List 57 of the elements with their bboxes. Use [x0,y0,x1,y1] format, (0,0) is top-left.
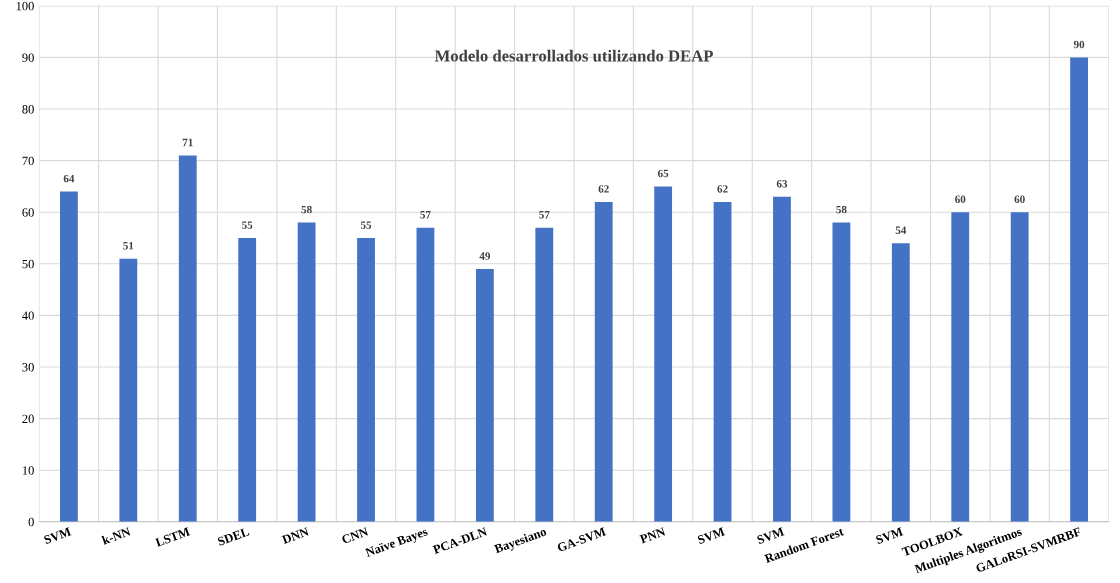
x-tick-label: k-NN [101,526,132,545]
y-tick-label: 70 [22,156,34,166]
x-tick-label: PNN [639,527,666,544]
data-label: 60 [1014,195,1025,204]
data-label: 57 [539,211,550,219]
bar [1070,57,1088,522]
bar [357,238,375,522]
bar [773,196,791,522]
bar [951,212,970,522]
y-tick-label: 80 [22,105,34,114]
bar [475,268,494,522]
bar [119,258,138,522]
data-label: 62 [598,185,609,193]
x-tick-label: SVM [43,527,72,545]
bar [238,238,257,522]
y-tick-label: 60 [22,208,34,217]
bar [1010,212,1029,522]
x-tick-label: CNN [341,527,369,544]
data-label: 63 [776,180,788,188]
y-tick-label: 10 [22,466,34,475]
x-tick-label: DNN [281,527,310,545]
data-label: 71 [182,138,193,147]
data-label: 58 [836,205,847,214]
bar [594,201,613,522]
data-label: 55 [360,221,372,229]
bar [891,243,910,522]
bar [832,222,851,522]
bar [297,222,316,522]
bar [60,191,78,522]
data-label: 58 [301,205,312,214]
bar [654,186,673,522]
data-label: 49 [479,252,491,260]
y-tick-label: 40 [22,311,34,320]
data-label: 60 [955,195,966,204]
y-tick-label: 30 [22,363,34,372]
data-label: 54 [895,226,907,234]
y-tick-label: 0 [28,517,34,527]
bar [713,201,732,522]
bar [416,227,435,522]
y-tick-label: 100 [16,1,34,11]
data-label: 62 [717,185,728,193]
x-tick-label: SDEL [217,527,250,546]
y-tick-label: 20 [22,414,34,424]
data-label: 51 [123,242,134,250]
data-label: 57 [420,211,431,219]
text: Modelo desarrollados utilizando DEAP [434,49,713,62]
y-tick-label: 50 [22,259,34,269]
data-label: 65 [657,169,669,178]
y-tick-label: 90 [22,53,34,62]
x-tick-label: SVM [697,527,726,545]
data-label: 55 [242,221,253,229]
bar [535,227,554,522]
bar [178,155,197,522]
data-label: 64 [63,174,75,183]
data-label: 90 [1073,40,1085,49]
x-tick-label: SVM [756,527,785,545]
x-tick-label: LSTM [154,527,191,547]
